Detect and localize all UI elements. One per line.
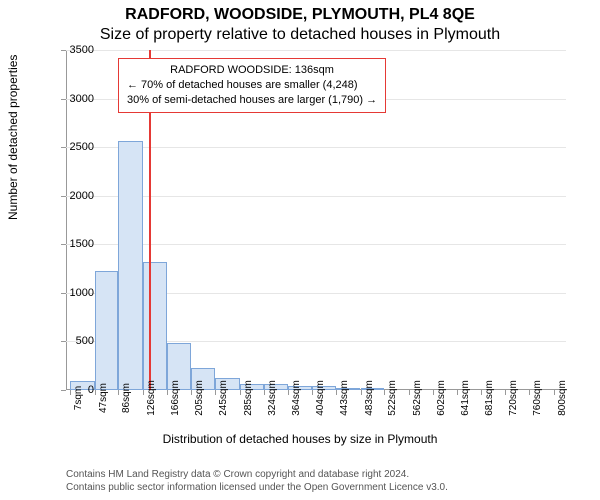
x-tick — [118, 390, 119, 395]
y-tick — [61, 244, 66, 245]
x-tick-label: 443sqm — [339, 380, 350, 416]
footer-text: Contains HM Land Registry data © Crown c… — [66, 468, 448, 494]
y-tick-label: 3000 — [70, 93, 94, 105]
x-tick — [143, 390, 144, 395]
x-tick-label: 245sqm — [218, 380, 229, 416]
y-tick-label: 3500 — [70, 44, 94, 56]
x-tick-label: 483sqm — [364, 380, 375, 416]
histogram-bar — [95, 271, 119, 390]
annotation-line: 30% of semi-detached houses are larger (… — [127, 93, 377, 108]
y-tick — [61, 147, 66, 148]
annotation-line: ← 70% of detached houses are smaller (4,… — [127, 78, 377, 93]
x-tick — [215, 390, 216, 395]
x-tick — [240, 390, 241, 395]
x-tick-label: 364sqm — [291, 380, 302, 416]
x-tick — [95, 390, 96, 395]
annotation-box: RADFORD WOODSIDE: 136sqm← 70% of detache… — [118, 58, 386, 113]
histogram-bar — [143, 262, 167, 390]
y-tick — [61, 390, 66, 391]
x-tick — [433, 390, 434, 395]
x-tick-label: 720sqm — [508, 380, 519, 416]
x-tick-label: 285sqm — [243, 380, 254, 416]
x-tick-label: 522sqm — [387, 380, 398, 416]
x-tick-label: 760sqm — [532, 380, 543, 416]
x-tick — [361, 390, 362, 395]
y-tick — [61, 99, 66, 100]
y-tick-label: 1000 — [70, 287, 94, 299]
y-tick — [61, 50, 66, 51]
x-tick — [384, 390, 385, 395]
gridline — [66, 50, 566, 51]
x-tick-label: 800sqm — [557, 380, 568, 416]
y-tick — [61, 196, 66, 197]
chart-container: { "header": { "line1": "RADFORD, WOODSID… — [0, 0, 600, 500]
y-axis — [66, 50, 67, 390]
x-tick — [481, 390, 482, 395]
footer-line2: Contains public sector information licen… — [66, 481, 448, 494]
x-tick — [505, 390, 506, 395]
x-tick — [529, 390, 530, 395]
x-tick-label: 602sqm — [436, 380, 447, 416]
histogram-bar — [118, 141, 142, 390]
y-tick-label: 0 — [88, 384, 94, 396]
x-tick — [554, 390, 555, 395]
x-tick-label: 126sqm — [146, 380, 157, 416]
x-tick-label: 205sqm — [194, 380, 205, 416]
x-tick — [288, 390, 289, 395]
y-tick-label: 500 — [76, 335, 94, 347]
x-tick-label: 166sqm — [170, 380, 181, 416]
x-tick — [336, 390, 337, 395]
x-tick — [409, 390, 410, 395]
y-tick-label: 2000 — [70, 190, 94, 202]
x-tick — [167, 390, 168, 395]
x-tick-label: 681sqm — [484, 380, 495, 416]
x-tick — [264, 390, 265, 395]
x-tick-label: 404sqm — [315, 380, 326, 416]
y-tick — [61, 293, 66, 294]
page-title: RADFORD, WOODSIDE, PLYMOUTH, PL4 8QE — [0, 6, 600, 24]
x-tick-label: 86sqm — [121, 383, 132, 413]
x-tick-label: 7sqm — [73, 386, 84, 410]
y-tick — [61, 341, 66, 342]
x-tick — [457, 390, 458, 395]
x-tick — [70, 390, 71, 395]
x-axis-title: Distribution of detached houses by size … — [0, 432, 600, 446]
annotation-line: RADFORD WOODSIDE: 136sqm — [127, 63, 377, 78]
x-tick — [191, 390, 192, 395]
footer-line1: Contains HM Land Registry data © Crown c… — [66, 468, 448, 481]
x-tick — [312, 390, 313, 395]
y-tick-label: 2500 — [70, 141, 94, 153]
y-tick-label: 1500 — [70, 238, 94, 250]
x-tick-label: 47sqm — [98, 383, 109, 413]
x-tick-label: 562sqm — [412, 380, 423, 416]
x-tick-label: 641sqm — [460, 380, 471, 416]
y-axis-title: Number of detached properties — [6, 55, 20, 220]
page-subtitle: Size of property relative to detached ho… — [0, 26, 600, 44]
x-tick-label: 324sqm — [267, 380, 278, 416]
